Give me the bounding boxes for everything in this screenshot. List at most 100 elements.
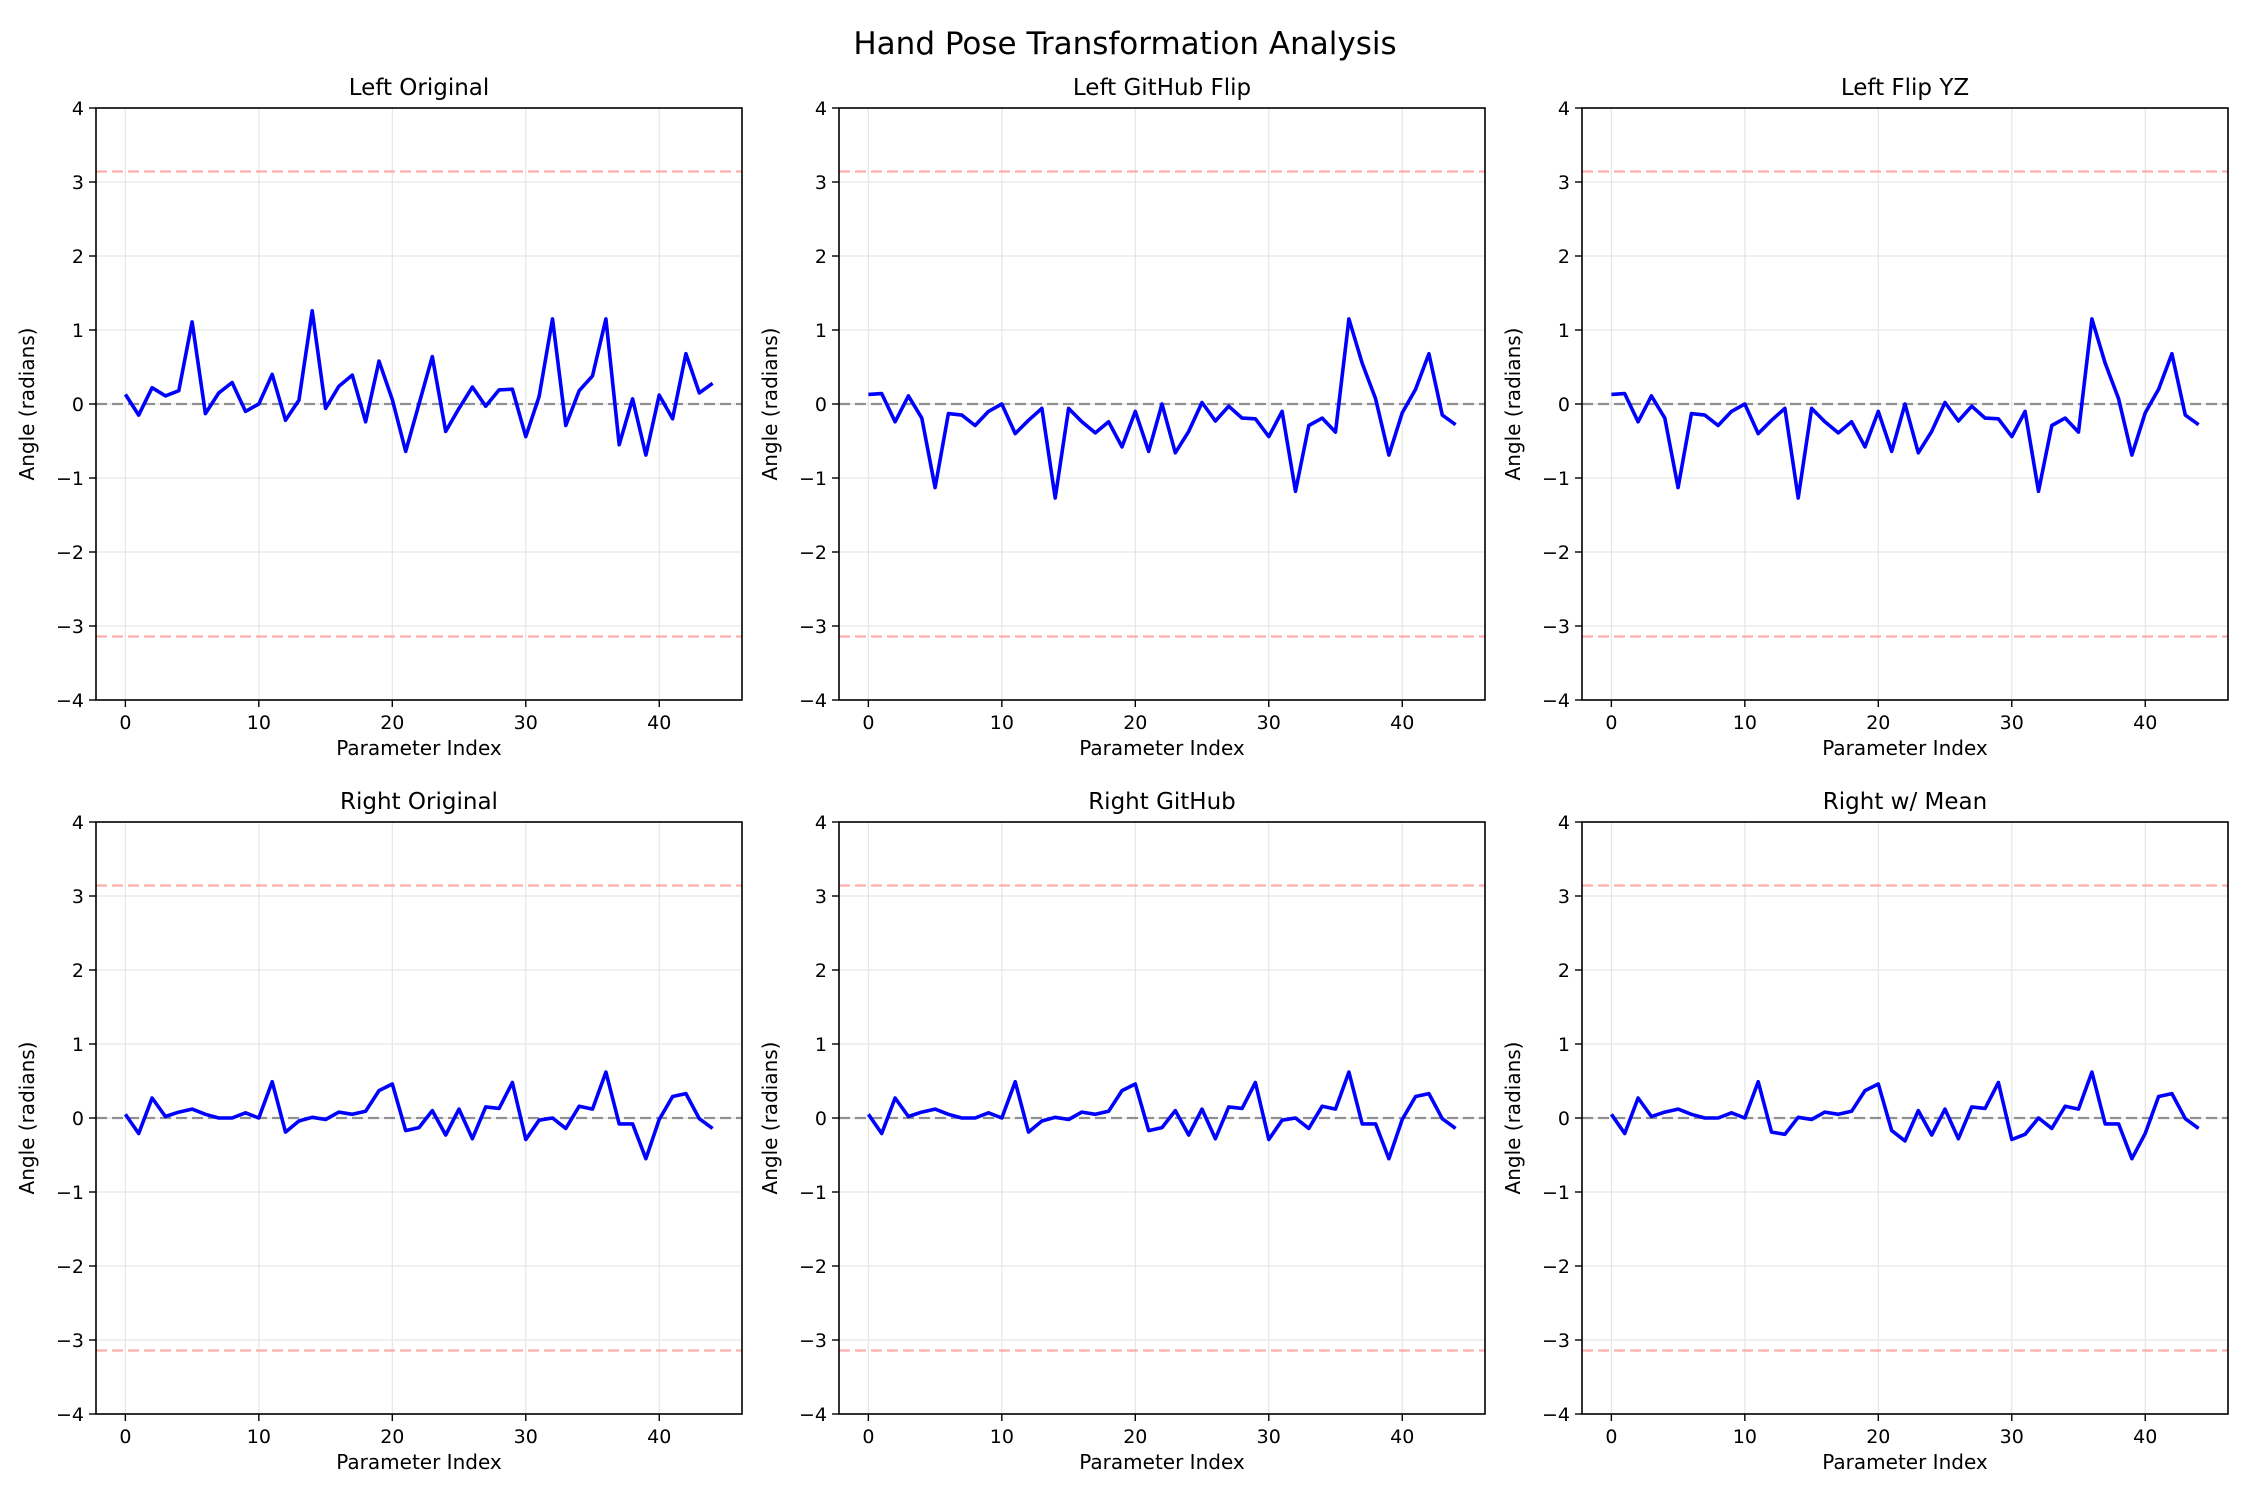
- y-tick-label: 1: [72, 1034, 84, 1056]
- x-tick-label: 40: [647, 1426, 671, 1448]
- x-tick-label: 30: [1257, 712, 1281, 734]
- y-tick-label: 3: [72, 886, 84, 908]
- subplot-title: Left GitHub Flip: [1073, 75, 1251, 101]
- y-tick-label: 3: [815, 172, 827, 194]
- y-tick-label: −4: [1542, 690, 1570, 712]
- series-line: [868, 317, 1457, 500]
- y-tick-label: 0: [815, 1108, 827, 1130]
- y-tick-label: 2: [72, 246, 84, 268]
- x-tick-label: 10: [247, 1426, 271, 1448]
- y-axis-label: Angle (radians): [758, 1042, 782, 1195]
- y-tick-label: −3: [56, 616, 84, 638]
- subplot-5: 0 10 20 30 40 −4 −3 −2 −1 0 1 2 3 4 Right GitHub Parame…: [758, 789, 1486, 1474]
- x-axis-label: Parameter Index: [1079, 736, 1245, 760]
- series-line: [1611, 317, 2200, 500]
- y-tick-label: −1: [799, 1182, 827, 1204]
- y-tick-label: 4: [72, 812, 84, 834]
- x-tick-label: 20: [1123, 712, 1147, 734]
- y-tick-label: −1: [799, 468, 827, 490]
- x-axis-label: Parameter Index: [336, 1450, 502, 1474]
- y-tick-label: 4: [72, 98, 84, 120]
- x-tick-label: 10: [990, 1426, 1014, 1448]
- y-tick-label: −1: [1542, 1182, 1570, 1204]
- y-tick-label: 1: [1558, 320, 1570, 342]
- subplot-2: 0 10 20 30 40 −4 −3 −2 −1 0 1 2 3 4 Left GitHub Flip Pa…: [758, 75, 1486, 760]
- y-tick-label: 4: [1558, 98, 1570, 120]
- y-tick-label: −3: [799, 1330, 827, 1352]
- y-tick-label: 2: [815, 960, 827, 982]
- x-axis-label: Parameter Index: [1822, 1450, 1988, 1474]
- x-tick-label: 10: [990, 712, 1014, 734]
- y-axis-label: Angle (radians): [1501, 1042, 1525, 1195]
- y-tick-label: −4: [1542, 1404, 1570, 1426]
- x-tick-label: 40: [647, 712, 671, 734]
- x-tick-label: 0: [119, 1426, 131, 1448]
- y-axis-label: Angle (radians): [758, 328, 782, 481]
- y-axis-label: Angle (radians): [1501, 328, 1525, 481]
- x-tick-label: 0: [862, 712, 874, 734]
- y-tick-label: −2: [56, 542, 84, 564]
- x-tick-label: 30: [2000, 1426, 2024, 1448]
- x-tick-label: 30: [2000, 712, 2024, 734]
- x-axis-label: Parameter Index: [336, 736, 502, 760]
- y-tick-label: 2: [72, 960, 84, 982]
- y-tick-label: −4: [799, 1404, 827, 1426]
- x-tick-label: 30: [1257, 1426, 1281, 1448]
- subplot-title: Left Original: [349, 75, 490, 101]
- y-tick-label: 4: [1558, 812, 1570, 834]
- x-axis-label: Parameter Index: [1822, 736, 1988, 760]
- y-tick-label: 3: [1558, 172, 1570, 194]
- y-tick-label: −1: [56, 468, 84, 490]
- y-tick-label: 0: [815, 394, 827, 416]
- subplot-title: Left Flip YZ: [1841, 75, 1969, 101]
- y-tick-label: −1: [56, 1182, 84, 1204]
- x-tick-label: 40: [1390, 1426, 1414, 1448]
- y-tick-label: 4: [815, 98, 827, 120]
- y-axis-label: Angle (radians): [15, 328, 39, 481]
- subplot-1: 0 10 20 30 40 −4 −3 −2 −1 0 1 2 3 4 Left Original Param…: [15, 75, 743, 760]
- y-tick-label: 2: [1558, 246, 1570, 268]
- y-tick-label: −2: [1542, 1256, 1570, 1278]
- series-line: [866, 1070, 1457, 1161]
- x-tick-label: 20: [380, 1426, 404, 1448]
- y-tick-label: 2: [815, 246, 827, 268]
- x-tick-label: 40: [2133, 712, 2157, 734]
- x-tick-label: 40: [2133, 1426, 2157, 1448]
- y-tick-label: 0: [72, 1108, 84, 1130]
- y-tick-label: −2: [799, 542, 827, 564]
- x-tick-label: 20: [1123, 1426, 1147, 1448]
- y-tick-label: 3: [72, 172, 84, 194]
- y-tick-label: −4: [56, 1404, 84, 1426]
- subplot-3: 0 10 20 30 40 −4 −3 −2 −1 0 1 2 3 4 Left Flip YZ Parame…: [1501, 75, 2229, 760]
- x-tick-label: 30: [514, 712, 538, 734]
- x-tick-label: 20: [1866, 712, 1890, 734]
- y-tick-label: 1: [815, 320, 827, 342]
- subplot-title: Right w/ Mean: [1823, 789, 1987, 815]
- y-tick-label: −3: [1542, 1330, 1570, 1352]
- x-tick-label: 0: [1605, 712, 1617, 734]
- y-tick-label: 3: [1558, 886, 1570, 908]
- x-tick-label: 20: [1866, 1426, 1890, 1448]
- x-tick-label: 0: [119, 712, 131, 734]
- y-tick-label: 1: [1558, 1034, 1570, 1056]
- y-tick-label: −1: [1542, 468, 1570, 490]
- y-tick-label: −4: [56, 690, 84, 712]
- x-tick-label: 20: [380, 712, 404, 734]
- y-tick-label: 1: [815, 1034, 827, 1056]
- x-tick-label: 10: [247, 712, 271, 734]
- series-line: [123, 308, 714, 457]
- x-tick-label: 0: [862, 1426, 874, 1448]
- subplot-4: 0 10 20 30 40 −4 −3 −2 −1 0 1 2 3 4 Right Original Para…: [15, 789, 743, 1474]
- y-tick-label: −4: [799, 690, 827, 712]
- y-tick-label: 4: [815, 812, 827, 834]
- x-tick-label: 10: [1733, 712, 1757, 734]
- subplot-6: 0 10 20 30 40 −4 −3 −2 −1 0 1 2 3 4 Right w/ Mean Param…: [1501, 789, 2229, 1474]
- x-tick-label: 40: [1390, 712, 1414, 734]
- series-line: [123, 1070, 714, 1161]
- y-tick-label: −2: [1542, 542, 1570, 564]
- y-tick-label: −3: [799, 616, 827, 638]
- y-tick-label: 0: [1558, 394, 1570, 416]
- y-tick-label: −3: [1542, 616, 1570, 638]
